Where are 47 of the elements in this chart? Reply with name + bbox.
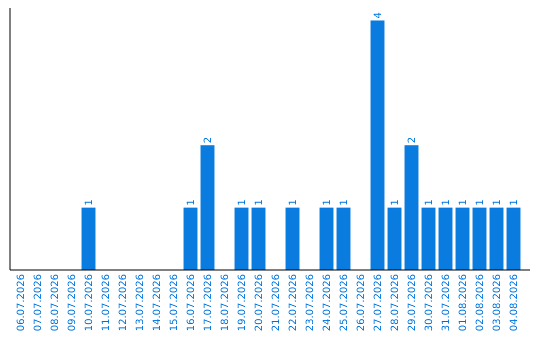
data-label: 1 <box>339 199 350 206</box>
data-label: 2 <box>407 136 418 144</box>
data-label: 1 <box>458 199 469 206</box>
x-tick-label: 08.07.2026 <box>50 274 61 332</box>
x-tick-label: 30.07.2026 <box>424 274 435 332</box>
x-tick-label: 27.07.2026 <box>373 274 384 332</box>
data-label: 1 <box>84 199 95 206</box>
x-tick-label: 29.07.2026 <box>407 274 418 332</box>
x-tick-label: 14.07.2026 <box>152 274 163 332</box>
x-tick-label: 18.07.2026 <box>220 274 231 332</box>
x-tick-label: 03.08.2026 <box>492 274 503 332</box>
data-label: 1 <box>288 199 299 206</box>
x-tick-label: 28.07.2026 <box>390 274 401 332</box>
data-label: 2 <box>203 136 214 144</box>
x-tick-label: 23.07.2026 <box>305 274 316 332</box>
x-tick-label: 06.07.2026 <box>16 274 27 332</box>
x-tick-label: 02.08.2026 <box>475 274 486 332</box>
data-label: 1 <box>492 199 503 206</box>
data-label: 1 <box>237 199 248 206</box>
x-tick-label: 11.07.2026 <box>101 274 112 332</box>
data-label: 1 <box>186 199 197 206</box>
x-tick-label: 26.07.2026 <box>356 274 367 332</box>
data-label: 1 <box>424 199 435 206</box>
x-tick-label: 15.07.2026 <box>169 274 180 332</box>
data-label: 1 <box>322 199 333 206</box>
x-tick-label: 31.07.2026 <box>441 274 452 332</box>
data-label: 1 <box>390 199 401 206</box>
x-tick-label: 09.07.2026 <box>67 274 78 332</box>
x-tick-label: 13.07.2026 <box>135 274 146 332</box>
x-tick-label: 10.07.2026 <box>84 274 95 332</box>
x-tick-label: 22.07.2026 <box>288 274 299 332</box>
x-tick-label: 21.07.2026 <box>271 274 282 332</box>
x-tick-label: 25.07.2026 <box>339 274 350 332</box>
x-tick-label: 01.08.2026 <box>458 274 469 332</box>
data-label: 1 <box>475 199 486 206</box>
x-tick-label: 16.07.2026 <box>186 274 197 332</box>
x-tick-label: 07.07.2026 <box>33 274 44 332</box>
x-tick-label: 19.07.2026 <box>237 274 248 332</box>
x-tick-label: 12.07.2026 <box>118 274 129 332</box>
data-label: 1 <box>509 199 520 206</box>
x-tick-label: 04.08.2026 <box>509 274 520 332</box>
data-label: 1 <box>441 199 452 206</box>
data-label: 4 <box>373 12 384 18</box>
x-tick-label: 17.07.2026 <box>203 274 214 332</box>
data-label: 1 <box>254 199 265 206</box>
x-tick-label: 20.07.2026 <box>254 274 265 332</box>
x-tick-label: 24.07.2026 <box>322 274 333 332</box>
